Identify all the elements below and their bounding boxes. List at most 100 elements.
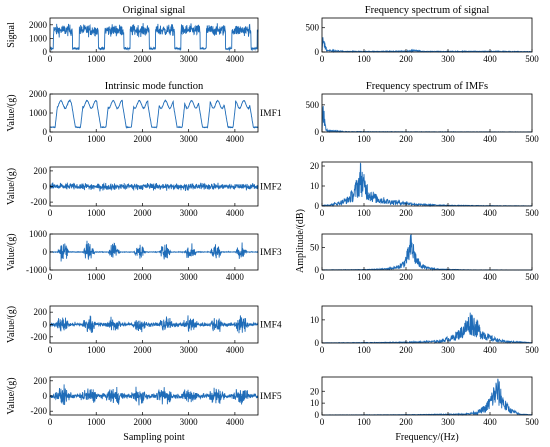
x-tick-label: 100 bbox=[357, 272, 371, 282]
x-tick-label: 4000 bbox=[226, 345, 245, 355]
spectrum-line-3 bbox=[321, 162, 533, 208]
y-axis-label: Value/(g) bbox=[6, 306, 17, 343]
x-tick-label: 200 bbox=[399, 345, 413, 355]
x-tick-label: 100 bbox=[357, 417, 371, 427]
imf-label: IMF2 bbox=[260, 183, 282, 193]
x-tick-label: 3000 bbox=[180, 272, 199, 282]
y-tick-label: 2000 bbox=[29, 20, 48, 30]
spectrum-line-6 bbox=[321, 378, 532, 417]
x-tick-label: 3000 bbox=[180, 417, 199, 427]
y-tick-label: 2000 bbox=[29, 89, 48, 99]
y-tick-label: 0 bbox=[43, 391, 48, 401]
x-tick-label: 200 bbox=[399, 208, 413, 218]
axes-frame bbox=[49, 17, 259, 53]
x-tick-label: 2000 bbox=[133, 345, 152, 355]
x-tick-label: 400 bbox=[483, 417, 497, 427]
x-tick-label: 0 bbox=[320, 134, 325, 144]
y-tick-label: 0 bbox=[315, 47, 320, 57]
signal-line-1 bbox=[49, 23, 259, 52]
x-tick-label: 0 bbox=[320, 272, 325, 282]
x-tick-label: 500 bbox=[525, 134, 539, 144]
y-tick-label: -200 bbox=[31, 332, 48, 342]
x-tick-label: 1000 bbox=[87, 134, 106, 144]
x-tick-label: 500 bbox=[525, 345, 539, 355]
y-tick-label: 20 bbox=[310, 386, 320, 396]
x-tick-label: 500 bbox=[525, 208, 539, 218]
y-axis-label: Value/(g) bbox=[6, 233, 17, 270]
y-tick-label: 0 bbox=[43, 247, 48, 257]
y-tick-label: 10 bbox=[310, 315, 320, 325]
y-tick-label: 200 bbox=[34, 307, 48, 317]
x-tick-label: 300 bbox=[441, 345, 455, 355]
x-tick-label: 0 bbox=[48, 417, 53, 427]
x-axis-label: Sampling point bbox=[123, 432, 185, 443]
axes-frame bbox=[321, 305, 533, 344]
y-axis-label: Signal bbox=[6, 22, 17, 48]
x-tick-label: 3000 bbox=[180, 345, 199, 355]
x-tick-label: 1000 bbox=[87, 417, 106, 427]
x-tick-label: 400 bbox=[483, 272, 497, 282]
x-tick-label: 4000 bbox=[226, 417, 245, 427]
y-tick-label: 200 bbox=[34, 166, 48, 176]
x-tick-label: 1000 bbox=[87, 208, 106, 218]
axes-frame bbox=[321, 17, 533, 53]
x-tick-label: 2000 bbox=[133, 417, 152, 427]
x-tick-label: 1000 bbox=[87, 272, 106, 282]
x-tick-label: 300 bbox=[441, 272, 455, 282]
y-tick-label: 0 bbox=[43, 47, 48, 57]
axes-frame bbox=[321, 376, 533, 416]
y-tick-label: 1000 bbox=[29, 33, 48, 43]
y-tick-label: -200 bbox=[31, 197, 48, 207]
y-tick-label: 0 bbox=[43, 320, 48, 330]
y-tick-label: 0 bbox=[315, 338, 320, 348]
y-tick-label: 0 bbox=[315, 410, 320, 420]
x-tick-label: 4000 bbox=[226, 272, 245, 282]
panel-title: Frequency spectrum of IMFs bbox=[366, 81, 488, 92]
y-tick-label: 1000 bbox=[29, 108, 48, 118]
y-axis-label: Value/(g) bbox=[6, 377, 17, 414]
y-tick-label: 20 bbox=[310, 161, 320, 171]
x-tick-label: 100 bbox=[357, 208, 371, 218]
y-tick-label: 10 bbox=[310, 398, 320, 408]
x-tick-label: 0 bbox=[320, 54, 325, 64]
x-tick-label: 1000 bbox=[87, 345, 106, 355]
spectrum-line-1 bbox=[321, 37, 533, 54]
x-tick-label: 500 bbox=[525, 272, 539, 282]
x-tick-label: 0 bbox=[48, 208, 53, 218]
spectrum-line-5 bbox=[321, 312, 533, 345]
y-tick-label: 0 bbox=[315, 265, 320, 275]
x-tick-label: 2000 bbox=[133, 208, 152, 218]
x-tick-label: 0 bbox=[320, 345, 325, 355]
y-tick-label: 0 bbox=[315, 127, 320, 137]
x-tick-label: 300 bbox=[441, 208, 455, 218]
y-tick-label: 50 bbox=[310, 243, 320, 253]
x-tick-label: 0 bbox=[320, 417, 325, 427]
x-tick-label: 400 bbox=[483, 134, 497, 144]
x-tick-label: 3000 bbox=[180, 134, 199, 144]
y-tick-label: -200 bbox=[31, 406, 48, 416]
x-tick-label: 0 bbox=[48, 134, 53, 144]
signal-line-6 bbox=[49, 384, 259, 406]
x-tick-label: 400 bbox=[483, 345, 497, 355]
signal-line-5 bbox=[49, 315, 259, 334]
imf-label: IMF1 bbox=[260, 109, 282, 119]
imf-label: IMF3 bbox=[260, 248, 282, 258]
imf-label: IMF4 bbox=[260, 321, 282, 331]
spectrum-line-2 bbox=[321, 106, 532, 134]
x-tick-label: 100 bbox=[357, 134, 371, 144]
x-tick-label: 3000 bbox=[180, 54, 199, 64]
y-tick-label: 1000 bbox=[29, 229, 48, 239]
y-tick-label: 500 bbox=[306, 23, 320, 33]
x-tick-label: 100 bbox=[357, 54, 371, 64]
x-tick-label: 500 bbox=[525, 54, 539, 64]
x-tick-label: 100 bbox=[357, 345, 371, 355]
x-tick-label: 2000 bbox=[133, 272, 152, 282]
y-axis-label: Amplitude/(dB) bbox=[295, 209, 306, 273]
y-tick-label: 500 bbox=[306, 100, 320, 110]
x-axis-label: Frequency/(Hz) bbox=[395, 432, 458, 443]
y-axis-label: Value/(g) bbox=[6, 94, 17, 131]
axes-frame bbox=[49, 93, 259, 133]
axes-frame bbox=[321, 233, 533, 271]
x-tick-label: 0 bbox=[48, 54, 53, 64]
x-tick-label: 0 bbox=[48, 345, 53, 355]
